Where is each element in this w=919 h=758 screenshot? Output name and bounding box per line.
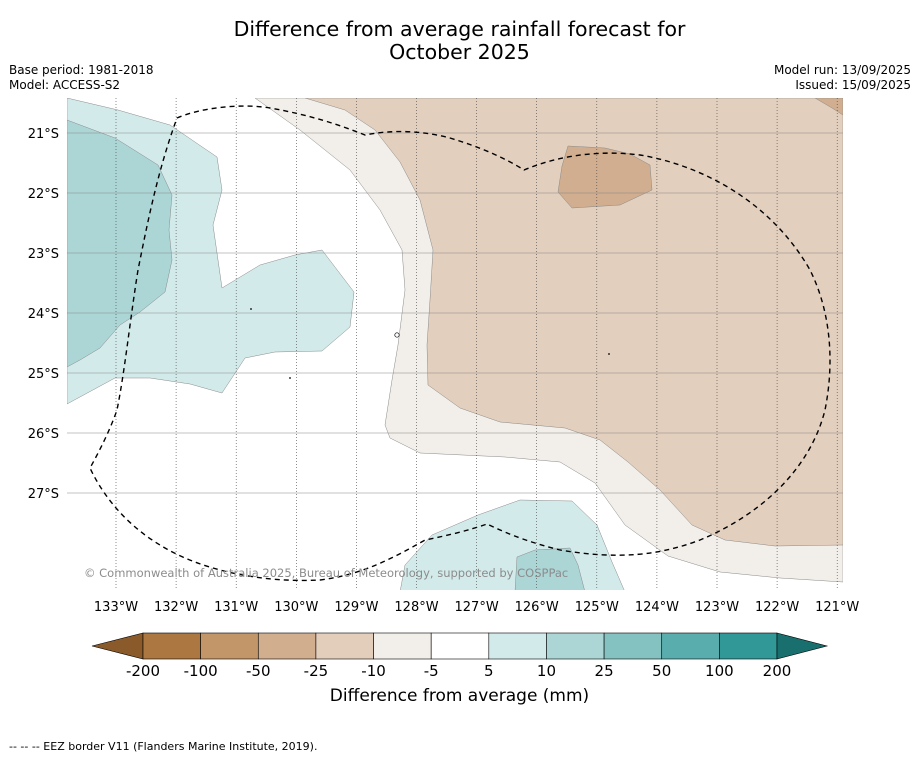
rainfall-map: © Commonwealth of Australia 2025, Bureau…	[28, 98, 860, 615]
colorbar-tick-label: 5	[484, 662, 494, 678]
meta-right: Model run: 13/09/2025 Issued: 15/09/2025	[774, 63, 911, 93]
lon-label: 123°W	[695, 600, 739, 615]
eez-footnote: -- -- -- EEZ border V11 (Flanders Marine…	[9, 740, 318, 753]
chart-title: Difference from average rainfall forecas…	[0, 18, 919, 64]
colorbar-tick-label: 100	[705, 662, 734, 678]
lat-label: 27°S	[28, 487, 59, 502]
lon-label: 121°W	[815, 600, 859, 615]
issued-text: Issued: 15/09/2025	[795, 78, 911, 92]
title-line-1: Difference from average rainfall forecas…	[233, 17, 686, 41]
lon-label: 130°W	[274, 600, 318, 615]
colorbar-cell	[315, 632, 374, 660]
lat-label: 26°S	[28, 427, 59, 442]
colorbar-cell	[488, 632, 547, 660]
model-text: Model: ACCESS-S2	[9, 78, 121, 92]
colorbar-cell	[603, 632, 663, 660]
lon-label: 128°W	[394, 600, 438, 615]
colorbar-tick-label: -25	[304, 662, 329, 678]
lon-label: 126°W	[515, 600, 559, 615]
dry-strong-corner	[814, 98, 843, 116]
lon-label: 133°W	[94, 600, 138, 615]
colorbar-tick-label: -5	[424, 662, 439, 678]
lon-label: 125°W	[575, 600, 619, 615]
colorbar-cell	[200, 632, 259, 660]
copyright-watermark: © Commonwealth of Australia 2025, Bureau…	[84, 566, 568, 580]
meta-left: Base period: 1981-2018 Model: ACCESS-S2	[9, 63, 154, 93]
lon-label: 124°W	[635, 600, 679, 615]
title-line-2: October 2025	[389, 40, 530, 64]
colorbar-tick-label: -10	[361, 662, 386, 678]
wet-south-patch	[514, 547, 585, 590]
lat-label: 21°S	[28, 127, 59, 142]
lat-label: 23°S	[28, 247, 59, 262]
wet-west	[67, 119, 173, 368]
lat-label: 25°S	[28, 367, 59, 382]
colorbar-cell	[257, 632, 317, 660]
model-run-text: Model run: 13/09/2025	[773, 63, 911, 77]
colorbar-cell	[546, 632, 605, 660]
colorbar-tick-label: 10	[537, 662, 556, 678]
colorbar-label: Difference from average (mm)	[329, 686, 590, 706]
lat-label: 24°S	[28, 307, 59, 322]
colorbar-tick-label: 200	[763, 662, 792, 678]
longitude-labels: 133°W 132°W 131°W 130°W 129°W 128°W 127°W 126°W…	[94, 600, 860, 615]
base-period-text: Base period: 1981-2018	[9, 63, 154, 77]
colorbar-cell	[142, 632, 201, 660]
colorbar-cell	[719, 632, 778, 660]
dry-strong-patch	[557, 145, 653, 209]
colorbar-cell	[661, 632, 720, 660]
lat-label: 22°S	[28, 187, 59, 202]
colorbar-cell	[430, 632, 490, 660]
colorbar-tick-label: -200	[126, 662, 160, 678]
colorbar-extend-high	[776, 632, 829, 660]
colorbar-cell	[373, 632, 432, 660]
lon-label: 132°W	[154, 600, 198, 615]
colorbar-extend-low	[91, 632, 144, 660]
colorbar-tick-label: 25	[595, 662, 614, 678]
colorbar-tick-label: -100	[184, 662, 218, 678]
colorbar-tick-label: -50	[246, 662, 271, 678]
dry-region	[304, 98, 843, 547]
lon-label: 127°W	[455, 600, 499, 615]
lon-label: 131°W	[214, 600, 258, 615]
colorbar: -200 -100 -50 -25 -10 -5 5 10 25 50 100 200	[91, 632, 829, 678]
lon-label: 122°W	[755, 600, 799, 615]
lon-label: 129°W	[334, 600, 378, 615]
latitude-labels: 21°S 22°S 23°S 24°S 25°S 26°S 27°S	[28, 127, 59, 502]
colorbar-tick-label: 50	[652, 662, 671, 678]
